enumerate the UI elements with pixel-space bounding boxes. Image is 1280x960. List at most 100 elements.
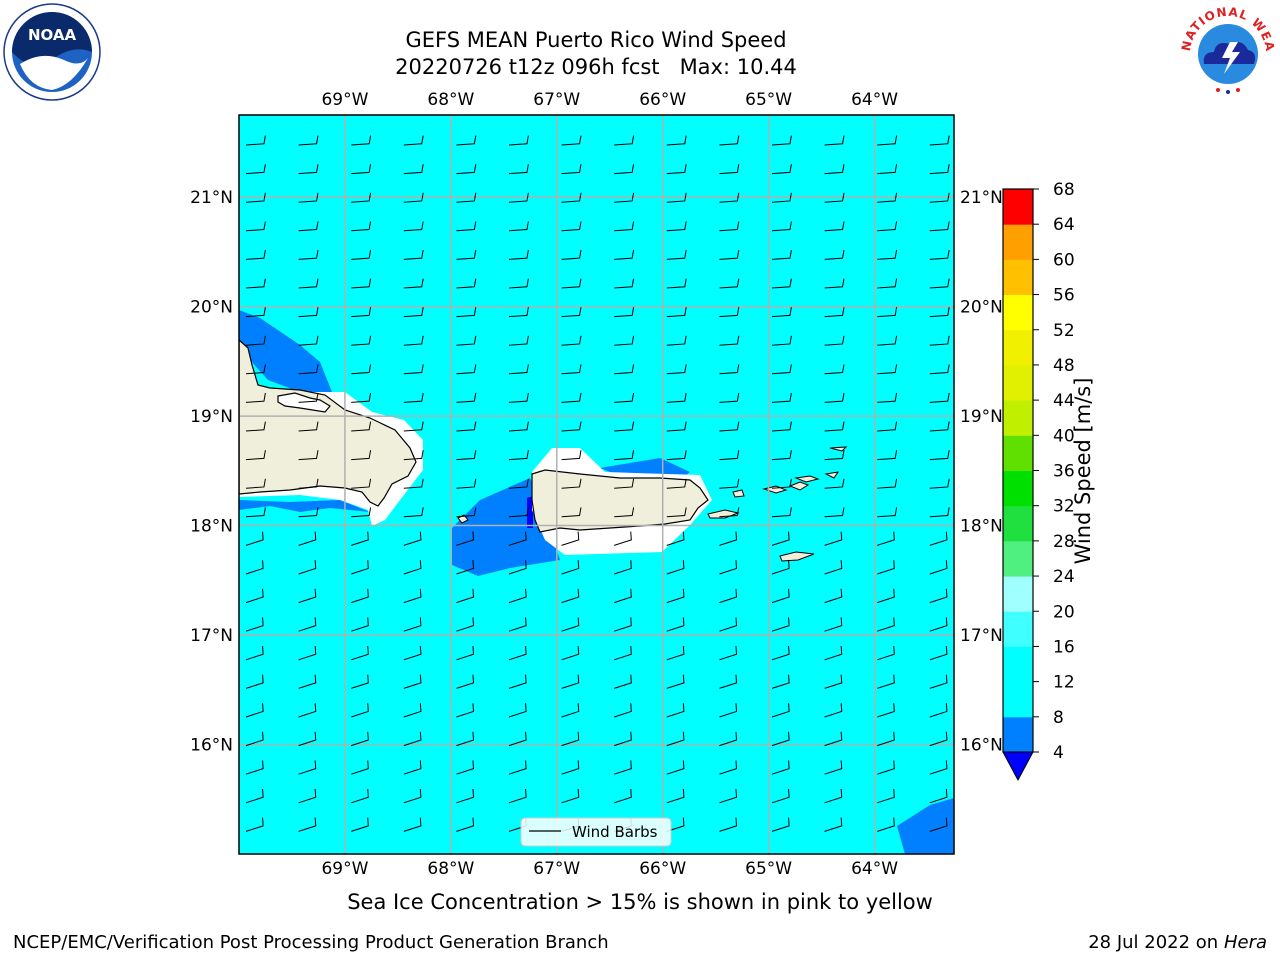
wind-barb — [245, 674, 264, 689]
wind-barb — [824, 507, 845, 518]
wind-barb — [666, 674, 685, 689]
wind-barb — [351, 192, 372, 203]
wind-barb — [666, 335, 687, 346]
wind-barb — [403, 560, 422, 575]
lon-label-bottom: 69°W — [321, 859, 368, 879]
wind-barb — [824, 703, 843, 718]
wind-barb — [508, 221, 529, 232]
wind-barb — [351, 531, 369, 546]
wind-barb — [456, 335, 477, 346]
colorbar-tick-label: 68 — [1053, 180, 1075, 200]
wind-barb — [666, 307, 687, 318]
colorbar-segment — [1003, 400, 1033, 436]
wind-barb — [456, 392, 477, 403]
wind-barb — [245, 164, 266, 175]
nws-logo-icon: NATIONAL WEATHER SERVICE — [1178, 2, 1276, 100]
wind-barb — [929, 307, 950, 318]
wind-barb — [456, 531, 475, 546]
wind-barb — [298, 617, 317, 632]
wind-barb — [508, 335, 529, 346]
wind-barb — [351, 817, 369, 832]
wind-barb — [351, 450, 372, 461]
lon-label-bottom: 64°W — [851, 859, 898, 879]
land-anegada — [829, 446, 848, 452]
wind-barb — [877, 249, 898, 260]
wind-barb — [666, 588, 685, 604]
wind-barb — [351, 307, 372, 318]
wind-barb — [298, 450, 319, 461]
wind-barb — [456, 192, 477, 203]
wind-barb — [929, 192, 950, 203]
lat-label-left: 20°N — [190, 298, 233, 318]
wind-barb — [719, 560, 738, 575]
low-wind-region-hispaniola-north — [239, 310, 332, 392]
wind-barb — [508, 617, 527, 632]
land-tortola — [794, 475, 820, 483]
wind-barb — [561, 531, 580, 546]
wind-barb — [298, 335, 319, 346]
colorbar-segment — [1003, 646, 1033, 683]
low-wind-region-hispaniola-south — [239, 500, 370, 512]
wind-barb — [929, 221, 950, 232]
wind-barb — [929, 560, 948, 575]
wind-barb — [298, 249, 319, 260]
wind-barb — [456, 588, 475, 604]
wind-barb — [508, 135, 529, 146]
wind-barb — [245, 507, 266, 518]
wind-barb — [929, 731, 948, 747]
wind-barb — [403, 817, 422, 832]
wind-barb — [877, 478, 898, 489]
colorbar-tick-label: 56 — [1053, 286, 1075, 306]
wind-barb — [929, 335, 950, 346]
wind-barb — [403, 450, 424, 461]
wind-barb — [824, 617, 843, 632]
land-puerto-rico — [531, 469, 709, 533]
wind-barb — [351, 703, 369, 718]
wind-barb — [666, 817, 685, 832]
wind-barb — [298, 760, 317, 775]
colorbar-segment — [1003, 470, 1033, 507]
footer-date: 28 Jul 2022 on Hera — [1088, 932, 1267, 953]
wind-barb — [666, 617, 685, 632]
wind-barb — [771, 645, 790, 661]
wind-barb — [351, 164, 372, 175]
colorbar-segment — [1003, 611, 1033, 647]
wind-barb — [929, 645, 948, 661]
wind-barb — [719, 645, 738, 661]
wind-barb — [508, 192, 529, 203]
wind-barb — [351, 364, 372, 375]
colorbar-segment — [1003, 329, 1033, 366]
wind-barb — [403, 645, 422, 661]
lon-label-top: 68°W — [427, 90, 474, 110]
wind-barb — [771, 307, 792, 318]
wind-barb — [403, 674, 422, 689]
wind-barb — [771, 588, 790, 604]
wind-barb — [824, 392, 845, 403]
wind-barb — [719, 421, 740, 432]
wind-barb — [403, 588, 422, 604]
lat-label-left: 18°N — [190, 517, 233, 537]
land-virgin-gorda — [824, 471, 840, 479]
wind-barb — [561, 560, 580, 575]
wind-barb — [824, 421, 845, 432]
wind-barb — [351, 617, 369, 632]
wind-barb — [719, 450, 740, 461]
wind-barb — [877, 164, 898, 175]
wind-barb — [245, 421, 266, 432]
wind-barb — [456, 760, 475, 775]
wind-barb — [614, 421, 635, 432]
wind-barb — [719, 307, 740, 318]
wind-barb — [561, 392, 582, 403]
lat-label-right: 21°N — [960, 188, 1003, 208]
wind-barb — [666, 531, 685, 546]
wind-barb — [719, 221, 740, 232]
noaa-logo-icon: NOAA — [3, 3, 101, 101]
colorbar-tick-label: 48 — [1053, 356, 1075, 376]
wind-barb — [824, 335, 845, 346]
wind-barb — [614, 588, 632, 604]
lon-label-bottom: 68°W — [427, 859, 474, 879]
wind-barb — [666, 560, 685, 575]
wind-barb — [245, 817, 264, 832]
colorbar-tick-label: 64 — [1053, 215, 1075, 235]
wind-barb — [456, 560, 475, 575]
